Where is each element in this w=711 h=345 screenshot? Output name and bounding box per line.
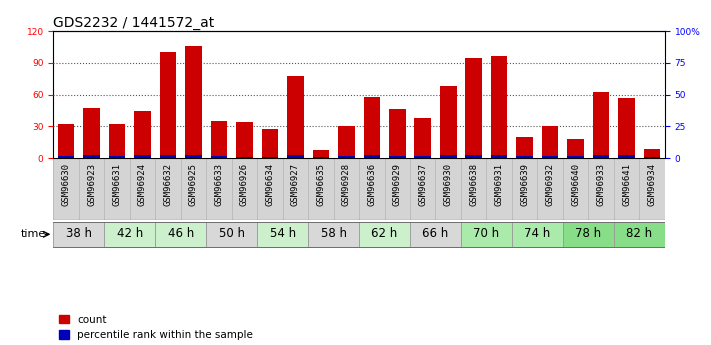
Text: time: time [21,229,46,239]
Bar [155,221,206,247]
Text: GSM96933: GSM96933 [597,163,606,206]
Text: GSM96631: GSM96631 [112,163,122,206]
Text: GSM96929: GSM96929 [392,163,402,206]
Bar [262,129,278,158]
Text: GSM96640: GSM96640 [571,163,580,206]
Text: 70 h: 70 h [474,227,500,240]
Legend: count, percentile rank within the sample: count, percentile rank within the sample [58,315,253,340]
Text: 50 h: 50 h [219,227,245,240]
Text: GSM96635: GSM96635 [316,163,326,206]
Text: 66 h: 66 h [422,227,449,240]
Bar [389,156,405,158]
Text: 54 h: 54 h [269,227,296,240]
Bar [185,155,202,158]
Bar [542,156,558,158]
Bar [614,221,665,247]
Bar [308,221,359,247]
Bar [567,139,584,158]
Bar [415,118,431,158]
Bar [58,124,75,158]
Text: GSM96639: GSM96639 [520,163,529,206]
Bar [415,156,431,158]
Text: GSM96926: GSM96926 [240,163,249,206]
Bar [257,221,308,247]
Bar [516,156,533,158]
Bar [363,155,380,158]
Text: 46 h: 46 h [168,227,194,240]
Bar [567,156,584,158]
Bar [134,155,151,158]
Text: GSM96637: GSM96637 [418,163,427,206]
Text: GSM96633: GSM96633 [215,163,223,206]
Text: GSM96632: GSM96632 [164,163,173,206]
Bar [491,57,508,158]
Text: GSM96924: GSM96924 [138,163,147,206]
Bar [287,76,304,158]
Text: 58 h: 58 h [321,227,346,240]
Bar [210,156,228,158]
Text: GSM96636: GSM96636 [368,163,376,206]
Text: 38 h: 38 h [66,227,92,240]
Text: 78 h: 78 h [575,227,602,240]
Bar [262,157,278,158]
Bar [643,149,661,158]
Bar [313,150,329,158]
Bar [338,126,355,158]
Text: 74 h: 74 h [524,227,550,240]
Bar [643,157,661,158]
Text: GSM96925: GSM96925 [189,163,198,206]
Bar [206,221,257,247]
Text: GSM96634: GSM96634 [265,163,274,206]
Bar [440,86,456,158]
Bar [363,97,380,158]
Bar [236,157,252,158]
Text: GSM96927: GSM96927 [291,163,300,206]
Text: 42 h: 42 h [117,227,143,240]
Bar [83,108,100,158]
Bar [461,221,512,247]
Bar [619,98,635,158]
Bar [210,121,228,158]
Text: GSM96638: GSM96638 [469,163,479,206]
Bar [160,52,176,158]
Bar [593,155,609,158]
Bar [83,155,100,158]
Bar [53,221,105,247]
Bar [563,221,614,247]
Text: 62 h: 62 h [371,227,397,240]
Bar [236,122,252,158]
Text: GSM96928: GSM96928 [342,163,351,206]
Text: GSM96932: GSM96932 [545,163,555,206]
Bar [410,221,461,247]
Text: 82 h: 82 h [626,227,653,240]
Bar [58,156,75,158]
Bar [359,221,410,247]
Bar [440,155,456,158]
Text: GSM96630: GSM96630 [62,163,70,206]
Text: GSM96931: GSM96931 [495,163,503,206]
Bar [389,109,405,158]
Text: GSM96930: GSM96930 [444,163,453,206]
Bar [287,155,304,158]
Bar [134,111,151,158]
Bar [516,137,533,158]
Bar [160,155,176,158]
Bar [619,155,635,158]
Bar [512,221,563,247]
Text: GSM96923: GSM96923 [87,163,96,206]
Bar [466,155,482,158]
Text: GSM96934: GSM96934 [648,163,656,206]
Bar [313,157,329,158]
Bar [491,155,508,158]
Bar [338,156,355,158]
Bar [109,124,125,158]
Bar [105,221,155,247]
Bar [185,46,202,158]
Bar [593,92,609,158]
Bar [466,58,482,158]
Text: GSM96641: GSM96641 [622,163,631,206]
Text: GDS2232 / 1441572_at: GDS2232 / 1441572_at [53,16,215,30]
Bar [542,126,558,158]
Bar [109,156,125,158]
